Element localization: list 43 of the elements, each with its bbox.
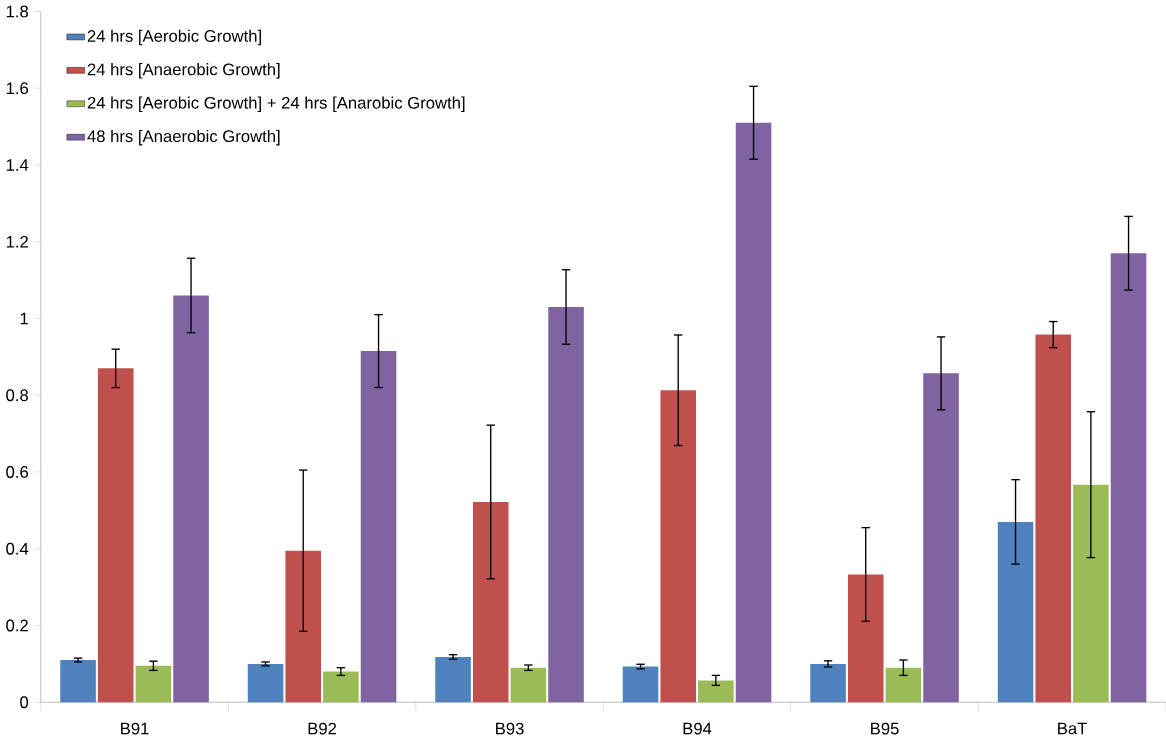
bar <box>173 295 209 703</box>
bar <box>660 390 697 703</box>
y-tick-label: 1.2 <box>6 235 28 248</box>
bar <box>548 306 584 703</box>
bar <box>1035 334 1072 703</box>
y-tick-label: 0.8 <box>6 389 29 402</box>
bar <box>997 521 1034 703</box>
bar <box>622 666 659 703</box>
legend-label: 24 hrs [Aerobic Growth] <box>87 29 261 46</box>
bar <box>472 501 509 703</box>
x-tick-label: B92 <box>308 722 337 735</box>
bar <box>810 663 846 703</box>
x-tick-label: B95 <box>871 722 899 735</box>
bar <box>1073 484 1109 703</box>
bar <box>885 667 922 703</box>
bar <box>1110 253 1147 703</box>
legend-label: 24 hrs [Aerobic Growth] + 24 hrs [Anarobic Growth] <box>87 96 465 112</box>
bar <box>510 667 547 703</box>
bar <box>135 665 172 703</box>
bar <box>323 671 359 703</box>
y-tick-label: 1.6 <box>6 82 29 95</box>
bar <box>360 351 397 703</box>
y-tick-label: 0 <box>20 696 29 709</box>
y-tick-label: 0.4 <box>6 542 29 555</box>
legend-label: 48 hrs [Anaerobic Growth] <box>87 129 280 146</box>
y-tick-label: 0.2 <box>6 619 28 632</box>
bar <box>435 656 471 703</box>
legend-label: 24 hrs [Anaerobic Growth] <box>87 63 280 79</box>
y-tick-label: 0.6 <box>6 466 29 478</box>
bar <box>247 663 284 703</box>
bar <box>847 574 884 703</box>
y-tick-label: 1.4 <box>6 159 29 171</box>
bar <box>97 368 134 703</box>
bar <box>923 373 959 703</box>
x-tick-label: B94 <box>683 722 712 735</box>
bar <box>60 660 96 703</box>
x-tick-label: B91 <box>121 722 149 735</box>
bar <box>698 680 734 703</box>
bar <box>735 122 772 703</box>
x-tick-label: BaT <box>1058 722 1087 735</box>
x-tick-label: B93 <box>496 722 524 735</box>
y-tick-label: 1 <box>20 312 28 325</box>
y-tick-label: 1.8 <box>6 5 29 18</box>
